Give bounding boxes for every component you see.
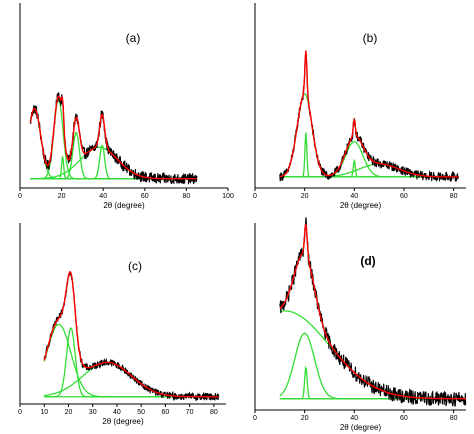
x-tick-label: 20 [58, 193, 66, 200]
x-tick-label: 40 [99, 193, 107, 200]
fitted-envelope [29, 95, 197, 180]
x-tick-label: 80 [450, 415, 458, 422]
x-axis-label: 2θ (degree) [340, 423, 382, 432]
x-tick-label: 0 [253, 193, 257, 200]
x-tick-label: 20 [301, 415, 309, 422]
x-tick-label: 70 [186, 409, 194, 416]
x-tick-label: 40 [350, 415, 358, 422]
x-tick-label: 60 [141, 193, 149, 200]
x-tick-label: 10 [40, 409, 48, 416]
x-tick-label: 80 [210, 409, 218, 416]
panel-label: (b) [363, 31, 378, 45]
panel-d: 0 20 40 60 80 2θ (degree) (d) [253, 217, 467, 432]
x-tick-label: 100 [222, 193, 234, 200]
fit-component-peak [44, 361, 219, 398]
x-tick-label: 0 [253, 415, 257, 422]
x-tick-label: 60 [400, 193, 408, 200]
x-axis-label: 2θ (degree) [103, 201, 145, 210]
x-tick-label: 40 [350, 193, 358, 200]
fitted-envelope [43, 271, 219, 398]
x-tick-label: 60 [162, 409, 170, 416]
x-tick-label: 0 [18, 193, 22, 200]
x-tick-label: 50 [137, 409, 145, 416]
raw-xrd-pattern [43, 271, 220, 402]
fit-component-peak [30, 155, 197, 180]
x-tick-label: 80 [450, 193, 458, 200]
raw-xrd-pattern [29, 92, 198, 185]
fitted-envelope [279, 50, 459, 178]
x-tick-label: 20 [65, 409, 73, 416]
x-axis-label: 2θ (degree) [340, 201, 382, 210]
axis-frame [254, 3, 466, 189]
x-tick-label: 20 [301, 193, 309, 200]
x-tick-label: 60 [400, 415, 408, 422]
axis-frame [254, 223, 466, 411]
x-axis-label: 2θ (degree) [102, 417, 144, 426]
x-tick-label: 80 [183, 193, 191, 200]
panel-label: (a) [126, 31, 141, 45]
panel-label: (d) [360, 254, 375, 268]
panel-b: 0 20 40 60 80 2θ (degree) (b) [253, 3, 466, 210]
x-tick-label: 0 [18, 409, 22, 416]
axis-frame [19, 223, 226, 405]
panel-a: 0 20 40 60 80 100 2θ (degree) (a) [18, 3, 234, 210]
x-tick-label: 30 [89, 409, 97, 416]
panel-c: 0 10 20 30 40 50 60 70 80 2θ (degree) (c) [18, 223, 226, 426]
x-tick-label: 40 [113, 409, 121, 416]
fitted-envelope [279, 223, 466, 400]
panel-label: (c) [128, 259, 142, 273]
